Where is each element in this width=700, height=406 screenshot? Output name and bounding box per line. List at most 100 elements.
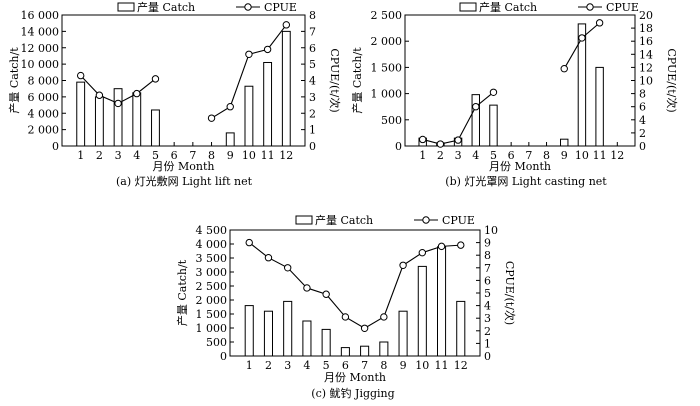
y2-tick-label: 0 xyxy=(639,140,646,153)
y2-tick-label: 3 xyxy=(484,312,491,325)
catch-bar xyxy=(489,104,498,147)
catch-bar xyxy=(283,300,293,357)
catch-bar xyxy=(560,138,569,147)
y-tick-label: 2 000 xyxy=(196,294,228,307)
x-tick-label: 9 xyxy=(400,359,407,372)
cpue-point xyxy=(263,45,272,54)
cpue-point xyxy=(76,71,85,80)
legend-catch-label: 产量 Catch xyxy=(137,0,195,14)
x-tick-label: 1 xyxy=(419,149,426,162)
y2-tick-label: 18 xyxy=(639,22,653,35)
y-tick-label: 2 000 xyxy=(371,35,403,48)
x-tick-label: 1 xyxy=(246,359,253,372)
y2-tick-label: 6 xyxy=(484,274,491,287)
cpue-point xyxy=(578,34,586,42)
panel-caption: (b) 灯光罩网 Light casting net xyxy=(445,174,607,188)
legend-catch-label: 产量 Catch xyxy=(479,0,537,14)
y-axis-label: 产量 Catch/t xyxy=(7,47,21,114)
y-tick-label: 3 000 xyxy=(196,266,228,279)
cpue-point xyxy=(114,99,122,108)
x-tick-label: 4 xyxy=(303,359,310,372)
y-tick-label: 2 500 xyxy=(371,9,403,22)
y-tick-label: 0 xyxy=(52,140,59,153)
x-tick-label: 2 xyxy=(437,149,444,162)
x-tick-label: 4 xyxy=(472,149,479,162)
y-tick-label: 1 000 xyxy=(196,322,228,335)
legend-point-swatch xyxy=(586,3,594,11)
x-tick-label: 2 xyxy=(96,149,103,162)
cpue-point xyxy=(454,136,462,144)
x-tick-label: 1 xyxy=(77,149,84,162)
y-axis-label: 产量 Catch/t xyxy=(350,47,364,114)
y-tick-label: 4 500 xyxy=(196,224,228,237)
y-tick-label: 2 500 xyxy=(196,280,228,293)
legend: 产量 Catch CPUE xyxy=(117,0,297,14)
x-tick-label: 10 xyxy=(242,149,256,162)
legend-cpue-label: CPUE xyxy=(442,214,475,227)
cpue-point xyxy=(133,89,141,98)
y2-tick-label: 10 xyxy=(639,75,653,88)
chart-panel-a: 0 2 000 4 000 6 000 8 000 10 000 12 000 14 000 1… xyxy=(7,0,342,188)
y2-tick-label: 7 xyxy=(484,262,491,275)
y-axis-label: 产量 Catch/t xyxy=(175,259,189,326)
catch-bar xyxy=(321,328,331,357)
cpue-point xyxy=(380,313,388,321)
y-tick-label: 14 000 xyxy=(21,25,60,38)
y-tick-label: 500 xyxy=(381,114,402,127)
y2-tick-label: 2 xyxy=(484,325,491,338)
y2-tick-label: 9 xyxy=(484,237,491,250)
cpue-point xyxy=(245,238,253,247)
x-tick-label: 6 xyxy=(171,149,178,162)
x-tick-label: 12 xyxy=(279,149,293,162)
cpue-point xyxy=(151,75,160,83)
y2-tick-label: 2 xyxy=(639,127,646,140)
x-tick-label: 9 xyxy=(561,149,568,162)
x-tick-label: 11 xyxy=(435,359,449,372)
cpue-point xyxy=(207,114,216,122)
y2-tick-label: 10 xyxy=(484,224,498,237)
cpue-point xyxy=(322,290,330,298)
y2-tick-label: 4 xyxy=(639,114,646,127)
y-tick-label: 1 500 xyxy=(371,61,403,74)
catch-bar xyxy=(577,23,587,147)
y-tick-label: 0 xyxy=(395,140,402,153)
cpue-point xyxy=(303,284,311,292)
catch-bar xyxy=(244,305,254,357)
catch-bar xyxy=(437,246,447,357)
y2-tick-label: 14 xyxy=(639,48,653,61)
y-tick-label: 1 500 xyxy=(196,308,228,321)
x-tick-label: 11 xyxy=(593,149,607,162)
y2-tick-label: 6 xyxy=(639,101,646,114)
y2-tick-label: 5 xyxy=(484,287,491,300)
x-tick-label: 5 xyxy=(152,149,159,162)
x-tick-label: 2 xyxy=(265,359,272,372)
x-tick-label: 5 xyxy=(490,149,497,162)
catch-bar xyxy=(263,61,273,147)
legend-bar-swatch xyxy=(295,215,313,225)
y-tick-label: 1 000 xyxy=(371,88,403,101)
legend-bar-swatch xyxy=(117,2,135,12)
x-tick-label: 3 xyxy=(284,359,291,372)
cpue-line xyxy=(422,91,494,145)
y-tick-label: 10 000 xyxy=(21,58,60,71)
cpue-point xyxy=(436,140,445,148)
catch-bar xyxy=(302,320,312,357)
cpue-line xyxy=(248,242,461,329)
x-tick-label: 7 xyxy=(189,149,196,162)
y2-tick-label: 12 xyxy=(639,61,653,74)
x-tick-label: 12 xyxy=(454,359,468,372)
x-tick-label: 8 xyxy=(380,359,387,372)
cpue-point xyxy=(418,248,427,257)
catch-bar xyxy=(471,94,480,147)
legend: 产量 Catch CPUE xyxy=(295,213,475,227)
catch-bar xyxy=(360,345,370,357)
x-tick-label: 9 xyxy=(227,149,234,162)
cpue-point xyxy=(264,254,273,262)
catch-bar xyxy=(225,132,235,147)
y2-tick-label: 1 xyxy=(484,337,491,350)
y2-tick-label: 3 xyxy=(309,91,316,104)
y2-tick-label: 16 xyxy=(639,35,653,48)
x-tick-label: 8 xyxy=(208,149,215,162)
cpue-point xyxy=(283,264,292,272)
